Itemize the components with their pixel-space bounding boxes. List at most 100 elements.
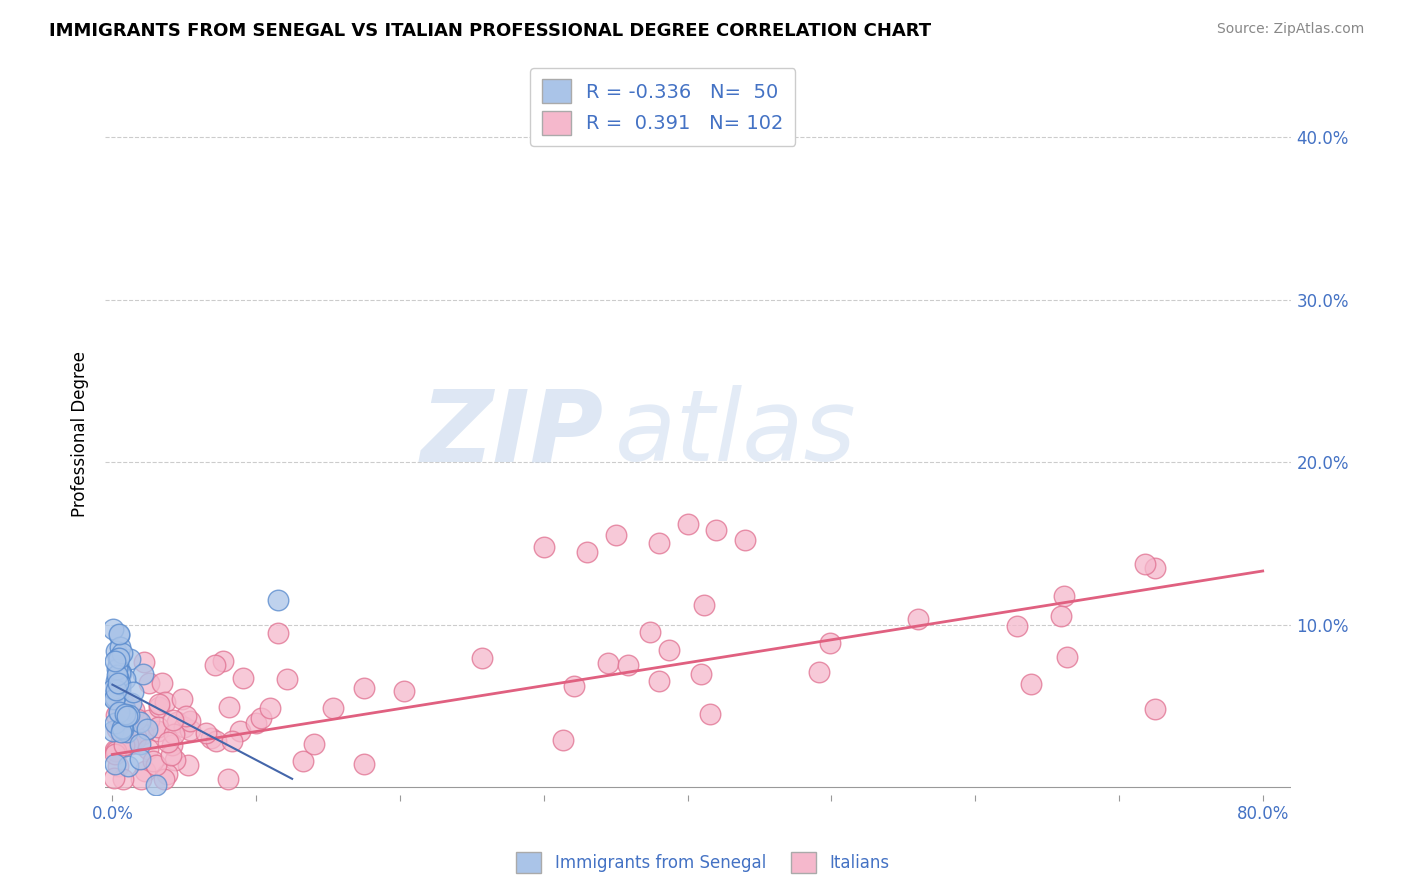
- Point: [121, 710, 143, 724]
- Point: [179, 723, 201, 738]
- Point: [533, 540, 555, 554]
- Point: [596, 657, 619, 671]
- Point: [110, 735, 132, 749]
- Point: [108, 640, 131, 655]
- Point: [101, 682, 124, 697]
- Point: [103, 691, 125, 706]
- Legend: Immigrants from Senegal, Italians: Immigrants from Senegal, Italians: [510, 846, 896, 880]
- Text: IMMIGRANTS FROM SENEGAL VS ITALIAN PROFESSIONAL DEGREE CORRELATION CHART: IMMIGRANTS FROM SENEGAL VS ITALIAN PROFE…: [49, 22, 931, 40]
- Point: [120, 737, 142, 751]
- Point: [205, 733, 228, 747]
- Point: [221, 733, 243, 747]
- Point: [110, 666, 132, 681]
- Point: [394, 683, 416, 698]
- Point: [259, 701, 281, 715]
- Text: atlas: atlas: [616, 385, 856, 483]
- Point: [117, 759, 139, 773]
- Point: [114, 702, 136, 716]
- Point: [111, 646, 134, 660]
- Point: [692, 598, 714, 612]
- Point: [322, 700, 344, 714]
- Point: [658, 643, 681, 657]
- Point: [304, 737, 326, 751]
- Point: [103, 690, 125, 705]
- Point: [108, 665, 131, 680]
- Point: [136, 741, 159, 756]
- Point: [104, 654, 127, 668]
- Point: [249, 711, 271, 725]
- Point: [575, 544, 598, 558]
- Point: [104, 747, 127, 761]
- Point: [110, 740, 132, 755]
- Point: [232, 672, 254, 686]
- Point: [353, 757, 375, 772]
- Point: [353, 681, 375, 696]
- Point: [166, 714, 188, 729]
- Point: [229, 724, 252, 739]
- Point: [1005, 619, 1028, 633]
- Point: [163, 727, 186, 741]
- Point: [676, 516, 699, 531]
- Point: [110, 683, 132, 698]
- Point: [148, 698, 170, 712]
- Point: [105, 644, 128, 658]
- Point: [135, 723, 157, 737]
- Point: [808, 665, 831, 679]
- Point: [734, 533, 756, 548]
- Point: [699, 707, 721, 722]
- Point: [103, 771, 125, 785]
- Point: [108, 627, 131, 641]
- Point: [112, 716, 135, 731]
- Text: Source: ZipAtlas.com: Source: ZipAtlas.com: [1216, 22, 1364, 37]
- Point: [108, 706, 131, 720]
- Point: [129, 714, 152, 729]
- Point: [111, 772, 134, 786]
- Point: [145, 758, 167, 772]
- Point: [176, 709, 198, 723]
- Point: [108, 706, 131, 720]
- Text: ZIP: ZIP: [420, 385, 603, 483]
- Point: [146, 724, 169, 739]
- Point: [211, 654, 233, 668]
- Point: [105, 674, 128, 689]
- Point: [105, 662, 128, 676]
- Point: [104, 690, 127, 704]
- Point: [1049, 609, 1071, 624]
- Point: [1144, 701, 1167, 715]
- Point: [146, 720, 169, 734]
- Point: [471, 650, 494, 665]
- Point: [267, 593, 290, 607]
- Point: [690, 666, 713, 681]
- Point: [132, 667, 155, 681]
- Point: [132, 655, 155, 669]
- Point: [104, 743, 127, 757]
- Point: [1053, 589, 1076, 603]
- Point: [107, 626, 129, 640]
- Point: [110, 679, 132, 693]
- Point: [157, 735, 180, 749]
- Point: [1019, 677, 1042, 691]
- Point: [907, 612, 929, 626]
- Point: [104, 743, 127, 757]
- Point: [267, 626, 290, 640]
- Point: [200, 731, 222, 746]
- Point: [129, 737, 152, 751]
- Point: [1143, 561, 1166, 575]
- Point: [124, 703, 146, 717]
- Point: [132, 727, 155, 741]
- Point: [128, 752, 150, 766]
- Point: [156, 766, 179, 780]
- Point: [110, 724, 132, 739]
- Y-axis label: Professional Degree: Professional Degree: [72, 351, 89, 516]
- Point: [194, 726, 217, 740]
- Point: [118, 708, 141, 723]
- Point: [553, 733, 575, 747]
- Point: [173, 720, 195, 734]
- Point: [153, 695, 176, 709]
- Point: [107, 651, 129, 665]
- Point: [648, 536, 671, 550]
- Point: [818, 636, 841, 650]
- Point: [115, 725, 138, 739]
- Point: [170, 692, 193, 706]
- Point: [291, 754, 314, 768]
